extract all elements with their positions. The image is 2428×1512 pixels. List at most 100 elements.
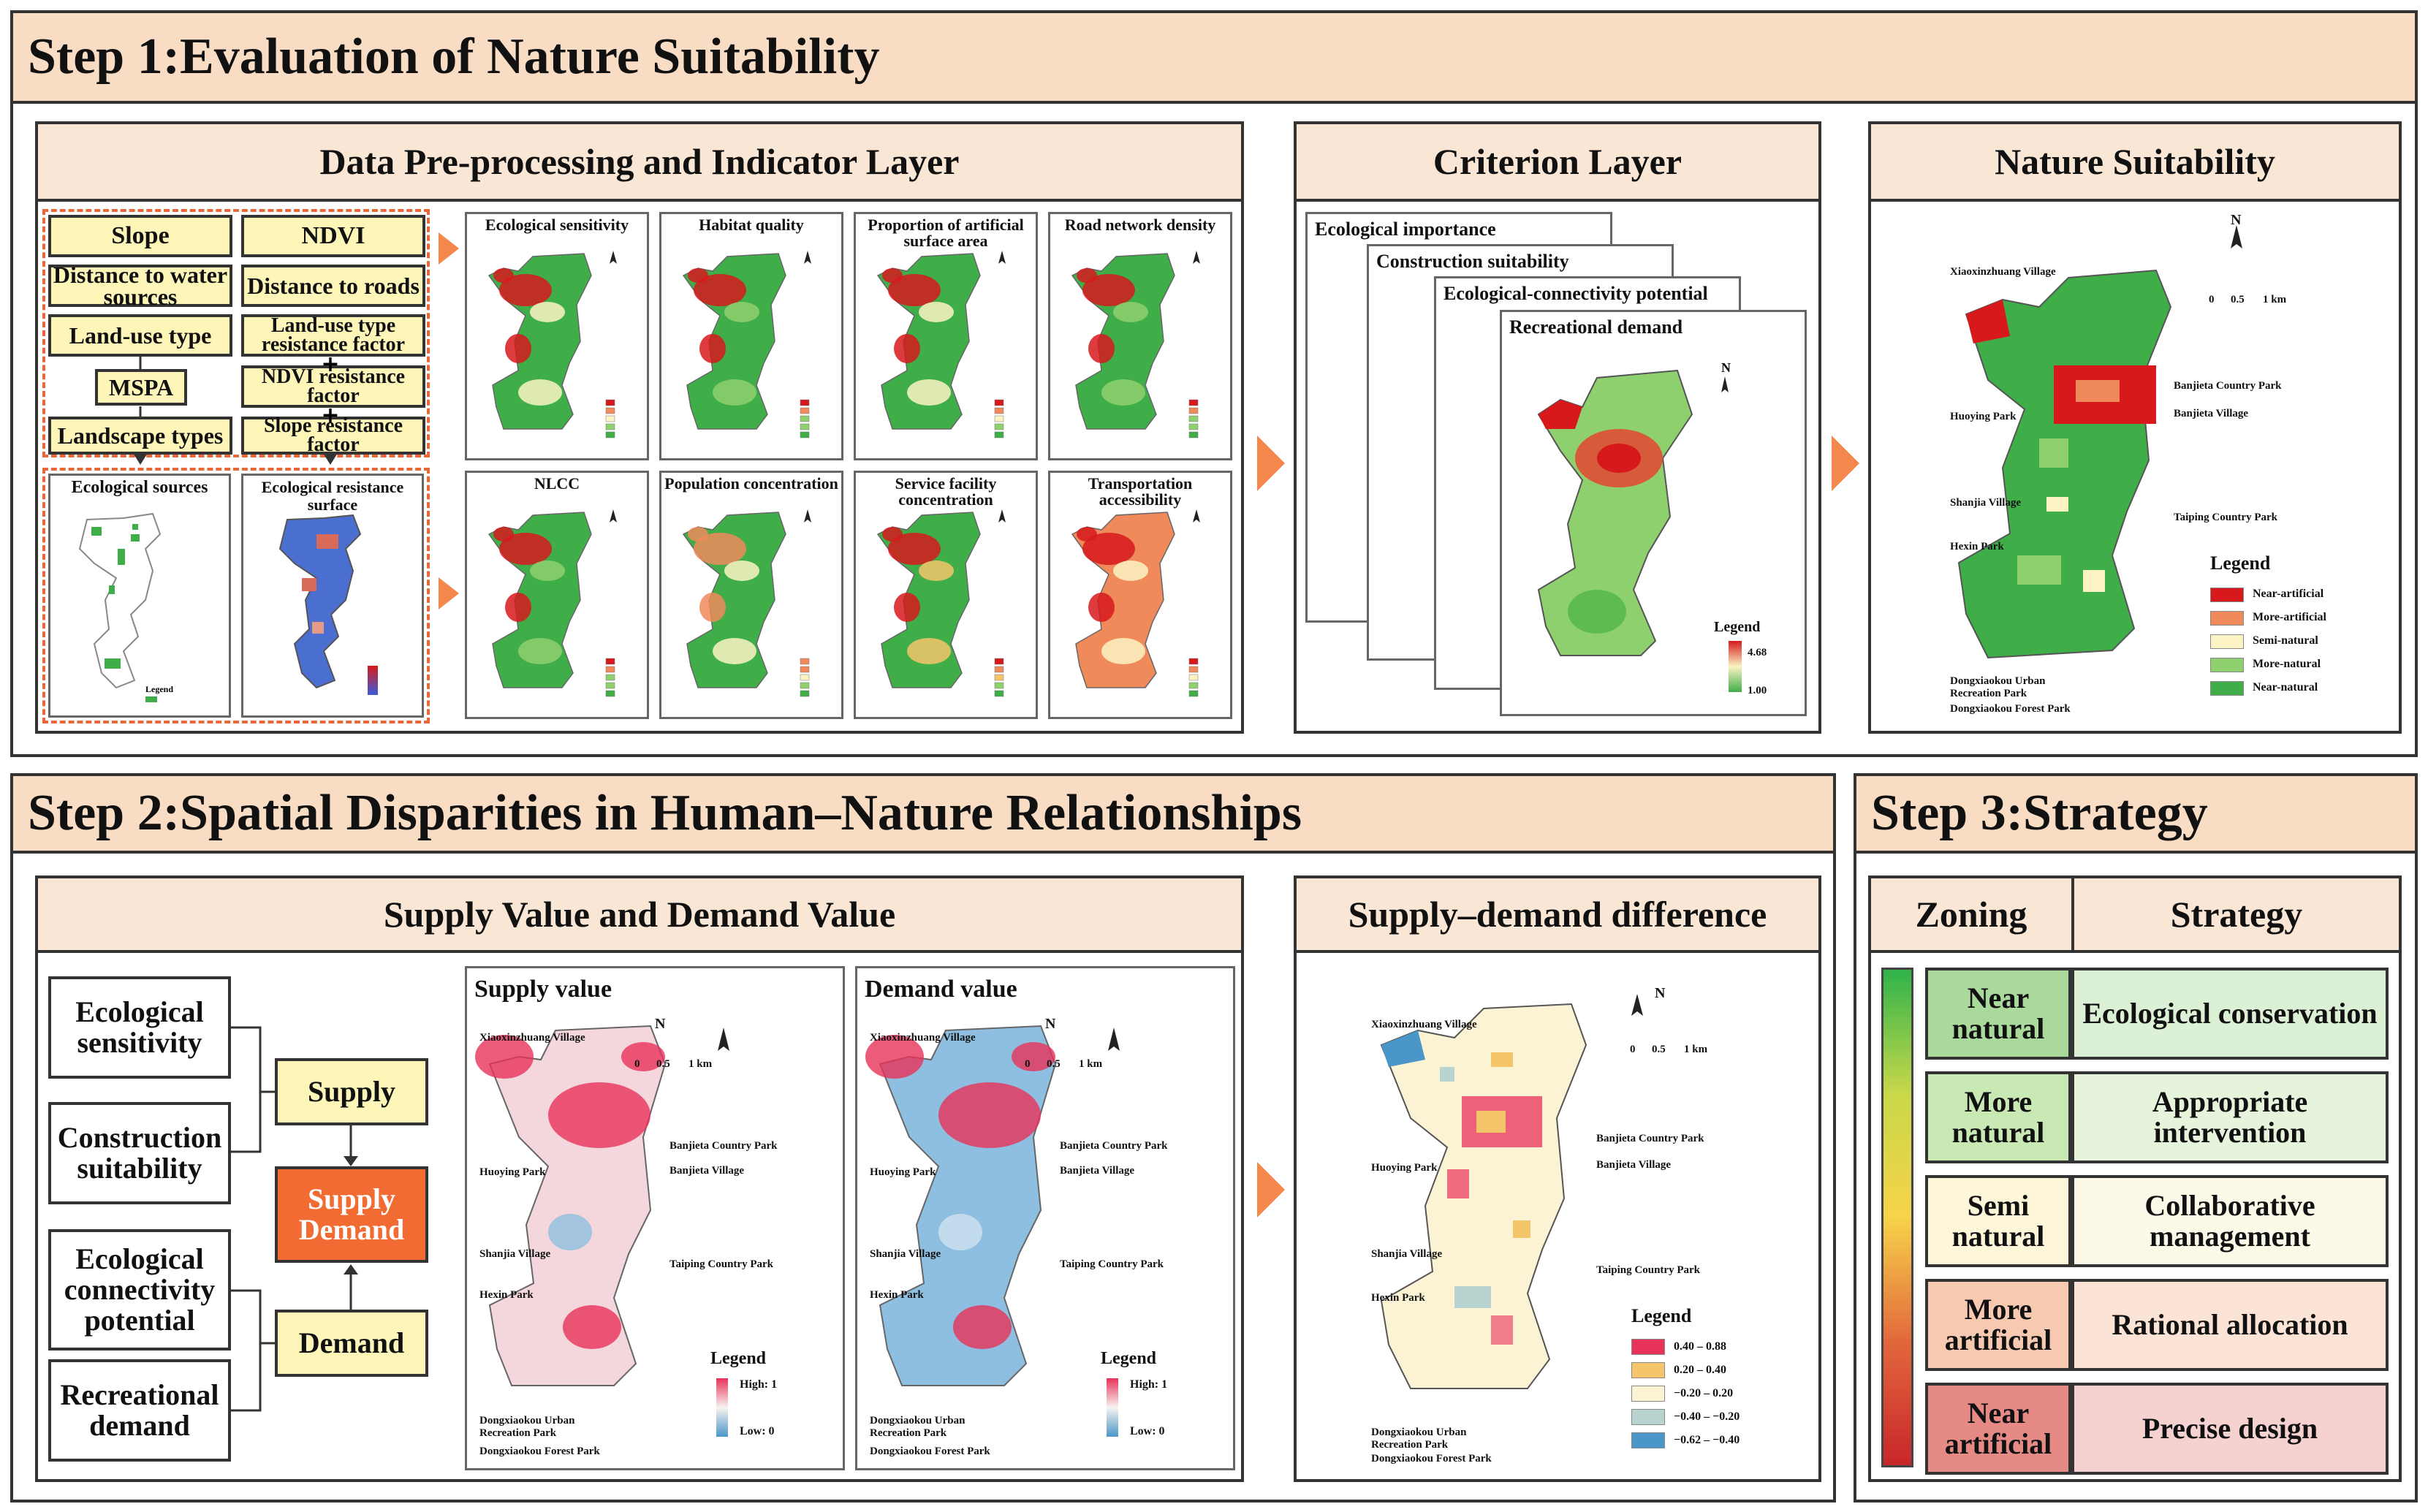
input-connectors: + + bbox=[133, 352, 340, 465]
step2-title: Step 2:Spatial Disparities in Human–Natu… bbox=[28, 785, 1302, 841]
demand-map-place0: Xiaoxinzhuang Village bbox=[870, 1032, 976, 1044]
arrow-to-criterion bbox=[1257, 436, 1285, 491]
demand-box: Demand bbox=[275, 1310, 428, 1377]
difference-place-3: Huoying Park bbox=[1371, 1162, 1438, 1174]
difference-place-1: Banjieta Country Park bbox=[1596, 1133, 1704, 1144]
difference-scale-0: 0 bbox=[1630, 1044, 1636, 1055]
strategy-cell: Rational allocation bbox=[2071, 1279, 2389, 1371]
supply-map-low: Low: 0 bbox=[740, 1425, 775, 1437]
strategy-cell: Ecological conservation bbox=[2071, 968, 2389, 1060]
zone-cell: Semi natural bbox=[1925, 1175, 2071, 1267]
slope-box: Slope bbox=[48, 215, 232, 257]
supply-map-place8: Dongxiaokou Forest Park bbox=[479, 1445, 600, 1457]
arrow-top-indicators bbox=[439, 232, 459, 265]
supply-map-place3: Huoying Park bbox=[479, 1166, 546, 1178]
supply-map-north: N bbox=[655, 1016, 666, 1032]
input-ecological-sensitivity: Ecological sensitivity bbox=[48, 976, 231, 1079]
input-group-top bbox=[42, 209, 430, 457]
supply-map-place4: Shanjia Village bbox=[479, 1248, 551, 1260]
demand-map-north: N bbox=[1045, 1016, 1056, 1032]
suitability-legend-swatch bbox=[2210, 611, 2244, 626]
svg-text:N: N bbox=[1721, 360, 1731, 375]
suitability-place-0: Xiaoxinzhuang Village bbox=[1950, 266, 2056, 278]
supply-map-place6: Hexin Park bbox=[479, 1289, 534, 1301]
distance-water-box: Distance to water sources bbox=[48, 263, 232, 308]
difference-place-0: Xiaoxinzhuang Village bbox=[1371, 1019, 1477, 1030]
difference-map bbox=[1380, 994, 1643, 1389]
suitability-scale-1km: 1 km bbox=[2263, 294, 2287, 305]
arrow-bottom-indicators bbox=[439, 577, 459, 609]
criterion-legend-title: Legend bbox=[1714, 619, 1761, 635]
suitability-place-5: Taiping Country Park bbox=[2174, 512, 2277, 523]
suitability-place-2: Banjieta Village bbox=[2174, 408, 2249, 419]
criterion-card-3-title: Ecological-connectivity potential bbox=[1443, 283, 1708, 304]
supply-map-place5: Taiping Country Park bbox=[669, 1258, 773, 1270]
indicator-panel: Road network density bbox=[1048, 212, 1232, 460]
difference-legend-title: Legend bbox=[1631, 1305, 1692, 1326]
suitability-place-7: Dongxiaokou Urban Recreation Park bbox=[1950, 675, 2046, 699]
demand-map-place8: Dongxiaokou Forest Park bbox=[870, 1445, 990, 1457]
distance-roads-box: Distance to roads bbox=[241, 265, 425, 307]
indicator-panel: Service facility concentration bbox=[854, 471, 1038, 719]
indicator-map bbox=[488, 251, 617, 438]
strategy-cell: Precise design bbox=[2071, 1383, 2389, 1475]
demand-map-legend: Legend bbox=[1101, 1349, 1157, 1368]
demand-map-low: Low: 0 bbox=[1130, 1425, 1165, 1437]
svg-text:+: + bbox=[321, 403, 339, 428]
indicator-title: Population concentration bbox=[664, 474, 838, 493]
step2-header: Step 2:Spatial Disparities in Human–Natu… bbox=[10, 773, 1836, 854]
difference-scale-05: 0.5 bbox=[1652, 1044, 1666, 1055]
supply-map-scale05: 0.5 bbox=[656, 1058, 670, 1070]
demand-map-place5: Taiping Country Park bbox=[1060, 1258, 1164, 1270]
land-use-box: Land-use type bbox=[48, 314, 232, 357]
input-construction-suitability: Construction suitability bbox=[48, 1102, 231, 1204]
arrow-to-difference bbox=[1257, 1162, 1285, 1217]
difference-legend-swatch bbox=[1631, 1339, 1665, 1355]
zone-cell: More natural bbox=[1925, 1071, 2071, 1163]
suitability-legend-label: Semi-natural bbox=[2253, 634, 2318, 647]
suitability-legend-swatch bbox=[2210, 588, 2244, 602]
indicator-map bbox=[876, 509, 1006, 697]
indicator-title: Ecological sensitivity bbox=[485, 216, 629, 234]
input-recreational-demand: Recreational demand bbox=[48, 1359, 231, 1462]
supply-map-place2: Banjieta Village bbox=[669, 1165, 745, 1177]
zoning-header: Zoning bbox=[1868, 875, 2074, 953]
data-layer-title: Data Pre-processing and Indicator Layer bbox=[35, 121, 1244, 202]
step3-title: Step 3:Strategy bbox=[1871, 785, 2208, 841]
suitability-legend-label: Near-artificial bbox=[2253, 588, 2324, 600]
land-use-resistance-box: Land-use type resistance factor bbox=[241, 314, 425, 357]
supply-demand-box: Supply Demand bbox=[275, 1166, 428, 1263]
suitability-scale-0: 0 bbox=[2209, 294, 2215, 305]
zoning-gradient-bar bbox=[1881, 968, 1913, 1467]
svg-text:+: + bbox=[321, 352, 339, 377]
demand-map-title: Demand value bbox=[865, 976, 1017, 1003]
indicator-map bbox=[876, 251, 1006, 438]
indicator-title: Road network density bbox=[1064, 216, 1216, 234]
difference-legend-swatch bbox=[1631, 1432, 1665, 1448]
criterion-card-4: Recreational demand N Legend 4.68 1.00 bbox=[1500, 310, 1807, 716]
demand-map-scale0: 0 bbox=[1025, 1058, 1031, 1070]
arrow-to-suitability bbox=[1832, 436, 1859, 491]
criterion-legend-high: 4.68 bbox=[1748, 647, 1767, 658]
strategy-cell: Appropriate intervention bbox=[2071, 1071, 2389, 1163]
step1-title: Step 1:Evaluation of Nature Suitability bbox=[28, 29, 880, 85]
indicator-title: NLCC bbox=[534, 474, 580, 493]
resistance-surface-title: Ecological resistance surface bbox=[261, 478, 404, 514]
slope-resistance-box: Slope resistance factor bbox=[241, 416, 425, 455]
difference-legend-label: 0.40 – 0.88 bbox=[1674, 1340, 1726, 1353]
supply-map-legend: Legend bbox=[710, 1349, 767, 1368]
indicator-panel: Population concentration bbox=[659, 471, 843, 719]
suitability-place-8: Dongxiaokou Forest Park bbox=[1950, 703, 2071, 715]
supply-map-place7: Dongxiaokou Urban Recreation Park bbox=[479, 1415, 575, 1439]
supply-box: Supply bbox=[275, 1058, 428, 1125]
difference-legend-label: 0.20 – 0.40 bbox=[1674, 1364, 1726, 1376]
indicator-map bbox=[682, 509, 811, 697]
demand-map-place1: Banjieta Country Park bbox=[1060, 1140, 1168, 1152]
difference-place-6: Hexin Park bbox=[1371, 1292, 1425, 1304]
ecological-sources-panel: Ecological sources Legend bbox=[48, 474, 231, 718]
demand-map bbox=[865, 1025, 1120, 1437]
demand-map-scale1: 1 km bbox=[1079, 1058, 1103, 1070]
suitability-place-1: Banjieta Country Park bbox=[2174, 380, 2282, 392]
suitability-legend-swatch bbox=[2210, 681, 2244, 696]
suitability-legend-label: Near-natural bbox=[2253, 681, 2318, 694]
